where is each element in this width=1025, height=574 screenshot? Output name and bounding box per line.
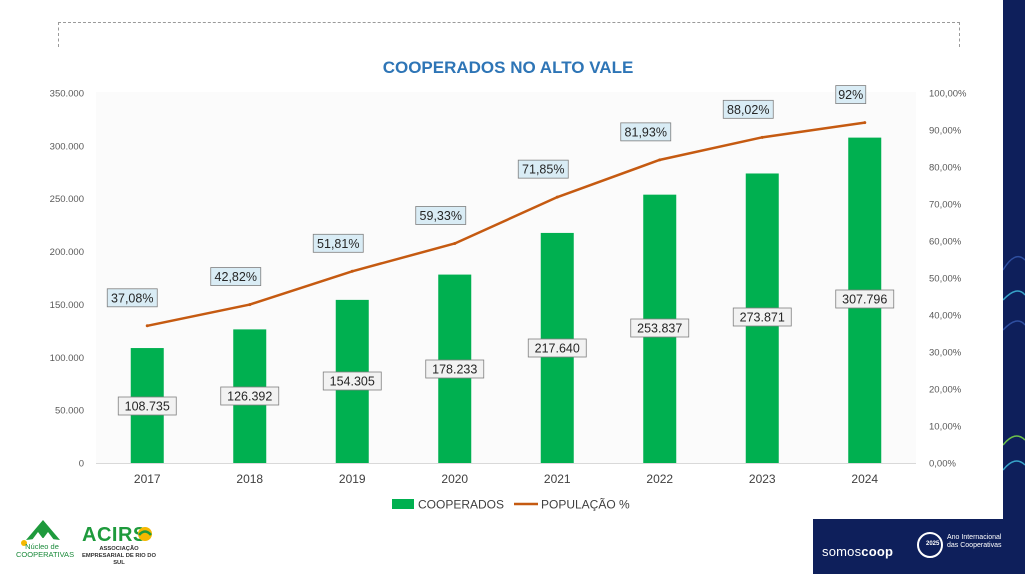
line-value-label: 37,08% — [111, 291, 153, 305]
y-left-tick-label: 350.000 — [50, 89, 84, 100]
x-tick-label: 2022 — [646, 472, 673, 486]
line-populacao — [146, 121, 865, 328]
x-tick-label: 2017 — [134, 472, 161, 486]
bar-value-box — [117, 396, 177, 416]
y-right-tick-label: 10,00% — [929, 422, 962, 433]
y-right-tick-label: 60,00% — [929, 237, 962, 248]
acirs-logo-subtitle: ASSOCIAÇÃO EMPRESARIAL DE RIO DO SUL — [82, 546, 156, 566]
somos-word: somos — [822, 544, 862, 559]
y-left-tick-label: 50.000 — [55, 406, 84, 417]
bar-value-label: 154.305 — [330, 375, 375, 389]
nucleo-cooperativas-logo-icon — [21, 520, 60, 546]
bar-value-box — [630, 318, 690, 338]
y-right-tick-label: 70,00% — [929, 200, 962, 211]
line-value-label-box — [620, 122, 672, 142]
acirs-logo-name: ACIRS — [82, 524, 147, 546]
x-tick-label: 2020 — [441, 472, 468, 486]
y-right-tick-label: 50,00% — [929, 274, 962, 285]
x-tick-label: 2024 — [851, 472, 878, 486]
line-value-label-box — [312, 233, 364, 253]
line-point — [658, 158, 662, 162]
bar-value-box — [835, 289, 895, 309]
line-value-label: 42,82% — [215, 270, 257, 284]
bar-value-box — [527, 338, 587, 358]
bar-value-label: 108.735 — [125, 400, 170, 414]
coop-word: coop — [861, 544, 894, 559]
line-value-label: 59,33% — [420, 209, 462, 223]
line-point — [350, 269, 354, 273]
y-right-tick-label: 80,00% — [929, 163, 962, 174]
y-right-tick-label: 20,00% — [929, 385, 962, 396]
y-right-tick-label: 30,00% — [929, 348, 962, 359]
somoscoop-logo: somoscoop — [822, 544, 893, 559]
line-value-label-box — [517, 159, 569, 179]
header-placeholder-frame — [58, 22, 960, 47]
chart-canvas: 0 50.000 100.000 150.000 200.000 250.000 300.0… — [50, 85, 967, 512]
aic-text: Ano Internacional das Cooperativas — [947, 534, 1002, 549]
line-point — [760, 135, 764, 139]
bar-value-box — [220, 386, 280, 406]
line-value-label-box — [210, 267, 262, 286]
aic-emblem-icon — [917, 532, 943, 558]
x-tick-label: 2019 — [339, 472, 366, 486]
bar-value-label: 273.871 — [740, 311, 785, 325]
y-left-tick-label: 100.000 — [50, 353, 84, 364]
line-point — [863, 121, 867, 125]
line-value-label-box — [106, 288, 158, 308]
line-point — [145, 324, 149, 328]
y-right-tick-label: 100,00% — [929, 89, 967, 100]
bar-value-box — [732, 307, 792, 327]
line-value-label: 71,85% — [522, 163, 564, 177]
x-tick-label: 2023 — [749, 472, 776, 486]
y-left-tick-label: 0 — [79, 459, 84, 470]
line-value-label: 88,02% — [727, 103, 769, 117]
line-value-label-box — [722, 99, 774, 119]
legend-bar-swatch — [392, 499, 414, 509]
line-point — [248, 303, 252, 307]
bar-value-label: 307.796 — [842, 293, 887, 307]
y-left-tick-label: 150.000 — [50, 300, 84, 311]
line-value-label-box — [415, 206, 467, 225]
acirs-mark-icon — [138, 527, 152, 541]
decorative-side-strip — [1003, 0, 1025, 574]
nucleo-logo-text: Núcleo de COOPERATIVAS — [16, 542, 75, 559]
y-left-tick-label: 200.000 — [50, 247, 84, 258]
bar-value-label: 253.837 — [637, 322, 682, 336]
bar-value-label: 178.233 — [432, 363, 477, 377]
line-value-label: 51,81% — [317, 237, 359, 251]
line-value-label: 92% — [838, 88, 863, 102]
bar-value-label: 217.640 — [535, 342, 580, 356]
decorative-wave-icon — [1003, 255, 1025, 471]
line-value-label-box — [835, 85, 867, 104]
y-right-tick-label: 90,00% — [929, 126, 962, 137]
aic-year: 2025 — [926, 541, 940, 547]
line-point — [453, 241, 457, 245]
y-right-tick-label: 40,00% — [929, 311, 962, 322]
legend-line-label: POPULAÇÃO % — [541, 498, 630, 512]
chart-title: COOPERADOS NO ALTO VALE — [382, 58, 634, 77]
y-left-tick-label: 300.000 — [50, 141, 84, 152]
legend-bar-label: COOPERADOS — [418, 498, 504, 512]
y-right-tick-label: 0,00% — [929, 459, 956, 470]
bar-value-box — [425, 359, 485, 379]
line-value-label: 81,93% — [625, 125, 667, 139]
bar-value-box — [322, 371, 382, 391]
x-tick-label: 2021 — [544, 472, 571, 486]
bar-value-label: 126.392 — [227, 390, 272, 404]
line-point — [555, 195, 559, 199]
y-left-tick-label: 250.000 — [50, 194, 84, 205]
x-tick-label: 2018 — [236, 472, 263, 486]
